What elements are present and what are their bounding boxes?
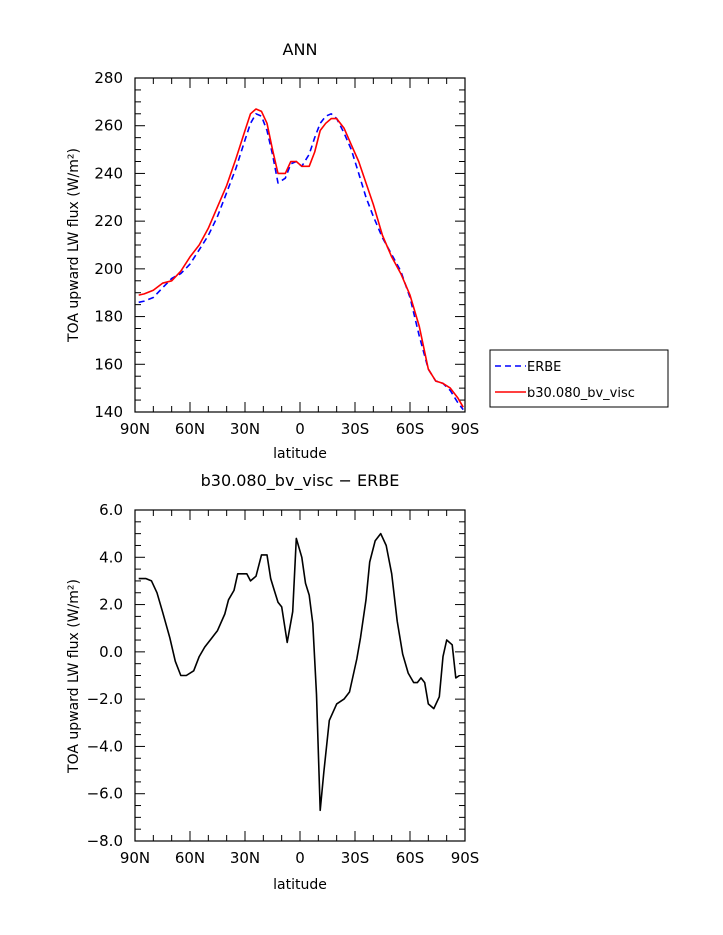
top-x-tick-label: 60S (396, 420, 425, 438)
top-chart-title: ANN (283, 40, 318, 59)
bottom-x-tick-label: 0 (295, 849, 305, 867)
top-x-tick-label: 30S (341, 420, 370, 438)
top-y-tick-label: 140 (94, 403, 123, 421)
top-y-tick-label: 280 (94, 69, 123, 87)
bottom-chart-title: b30.080_bv_visc − ERBE (201, 471, 400, 491)
top-x-tick-label: 90S (451, 420, 480, 438)
bottom-series-lines (138, 532, 460, 812)
legend-box (489, 349, 669, 408)
bottom-y-axis-label: TOA upward LW flux (W/m²) (66, 579, 82, 774)
bottom-x-tick-label: 30S (341, 849, 370, 867)
legend-label-erbe: ERBE (527, 360, 561, 375)
top-x-tick-label: 60N (175, 420, 205, 438)
bottom-panel: b30.080_bv_visc − ERBE 90N 60N 30N 0 30S 60S 9… (66, 471, 479, 893)
top-y-tick-label: 240 (94, 164, 123, 182)
top-y-tick-label: 200 (94, 260, 123, 278)
top-y-axis-label: TOA upward LW flux (W/m²) (66, 148, 82, 343)
top-ticks: 90N 60N 30N 0 30S 60S 90S 140 160 180 200 220 240 260… (94, 69, 479, 438)
bottom-y-tick-label: 0.0 (99, 643, 123, 661)
top-x-tick-label: 30N (230, 420, 260, 438)
top-y-tick-label: 260 (94, 117, 123, 135)
bottom-x-tick-label: 60S (396, 849, 425, 867)
top-series-line-1 (138, 108, 464, 408)
top-x-tick-label: 0 (295, 420, 305, 438)
top-y-tick-label: 180 (94, 308, 123, 326)
bottom-y-tick-label: −6.0 (87, 785, 123, 803)
bottom-series-line-0 (138, 532, 460, 812)
legend-label-b30: b30.080_bv_visc (527, 386, 635, 401)
top-series-lines (138, 108, 464, 411)
bottom-ticks: 90N 60N 30N 0 30S 60S 90S −8.0 −6.0 −4.0 −2.0 0.0 2.… (87, 501, 480, 867)
bottom-y-tick-label: 2.0 (99, 596, 123, 614)
bottom-x-tick-label: 90S (451, 849, 480, 867)
legend: ERBE b30.080_bv_visc (489, 349, 669, 408)
bottom-x-axis-label: latitude (273, 877, 327, 893)
top-y-tick-label: 160 (94, 355, 123, 373)
bottom-y-tick-label: −8.0 (87, 832, 123, 850)
top-x-tick-label: 90N (120, 420, 150, 438)
bottom-x-tick-label: 90N (120, 849, 150, 867)
top-plot-frame (134, 77, 466, 413)
top-x-axis-label: latitude (273, 446, 327, 462)
bottom-x-tick-label: 30N (230, 849, 260, 867)
bottom-x-tick-label: 60N (175, 849, 205, 867)
top-panel: ANN 90N 60N 30N 0 30S 60S 90S 140 160 180 200 220 24… (66, 40, 669, 462)
bottom-y-tick-label: 6.0 (99, 501, 123, 519)
bottom-y-tick-label: −4.0 (87, 737, 123, 755)
bottom-y-tick-label: −2.0 (87, 690, 123, 708)
bottom-y-tick-label: 4.0 (99, 548, 123, 566)
top-y-tick-label: 220 (94, 212, 123, 230)
